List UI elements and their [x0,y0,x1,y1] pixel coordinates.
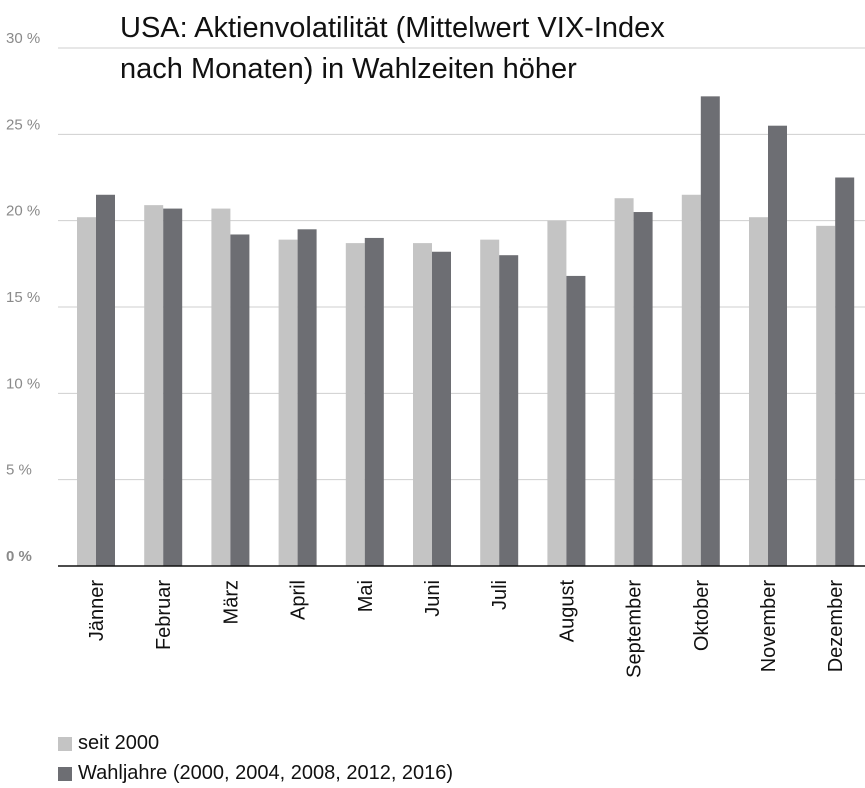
x-tick-label: Oktober [691,580,713,651]
y-tick-label: 10 % [6,375,40,392]
x-tick-label: Jänner [86,580,108,641]
bar-seit-2000 [345,243,365,566]
legend-item-wahljahre: Wahljahre (2000, 2004, 2008, 2012, 2016) [58,762,453,785]
chart-title-line-2: nach Monaten) in Wahlzeiten höher [120,53,577,85]
x-tick-label: Februar [153,580,175,650]
bar-wahljahre [566,275,586,566]
bar-seit-2000 [681,194,701,566]
x-tick-label: März [220,580,242,624]
bar-seit-2000 [77,217,96,567]
chart-plot-area: 0 % 5 % 10 % 15 % 20 % 25 % 30 % Jänner Februar M… [6,30,865,678]
legend-swatch-wahljahre [58,766,72,781]
x-tick-label: November [758,580,780,673]
y-tick-label: 30 % [6,30,40,47]
bar-seit-2000 [413,243,432,566]
bar-seit-2000 [278,239,298,566]
bar-seit-2000 [211,208,231,566]
legend-label-seit-2000: seit 2000 [78,732,160,754]
bar-wahljahre [163,208,183,566]
chart-title: USA: Aktienvolatilität (Mittelwert VIX-I… [120,8,840,90]
bar-seit-2000 [614,198,634,566]
legend-label-wahljahre: Wahljahre (2000, 2004, 2008, 2012, 2016) [78,762,454,784]
y-tick-label: 20 % [6,203,40,220]
bar-seit-2000 [816,225,836,566]
y-tick-label: 0 % [6,548,32,565]
y-tick-label: 5 % [6,462,32,479]
bar-wahljahre [835,177,855,566]
bar-seit-2000 [547,220,567,566]
bar-wahljahre [96,194,115,566]
x-tick-label: August [556,580,578,643]
bar-wahljahre [364,237,384,566]
legend-item-seit-2000: seit 2000 [58,732,159,755]
y-tick-label: 15 % [6,289,40,306]
y-tick-label: 25 % [6,116,40,133]
bar-wahljahre [768,125,787,566]
x-tick-label: Juli [489,580,511,610]
x-tick-label: Mai [355,580,377,612]
bar-seit-2000 [749,217,768,567]
bar-wahljahre [633,212,653,567]
x-tick-label: April [288,580,310,620]
bar-wahljahre [499,255,519,566]
bar-wahljahre [432,251,451,566]
bar-wahljahre [230,234,250,567]
x-tick-label: September [624,580,646,678]
bar-wahljahre [700,96,720,566]
chart-title-line-1: USA: Aktienvolatilität (Mittelwert VIX-I… [120,12,665,44]
bar-seit-2000 [144,205,164,567]
x-tick-label: Dezember [825,580,847,673]
bar-seit-2000 [480,239,500,566]
legend-swatch-seit-2000 [58,736,72,751]
bar-wahljahre [297,229,317,567]
x-tick-label: Juni [422,580,444,617]
